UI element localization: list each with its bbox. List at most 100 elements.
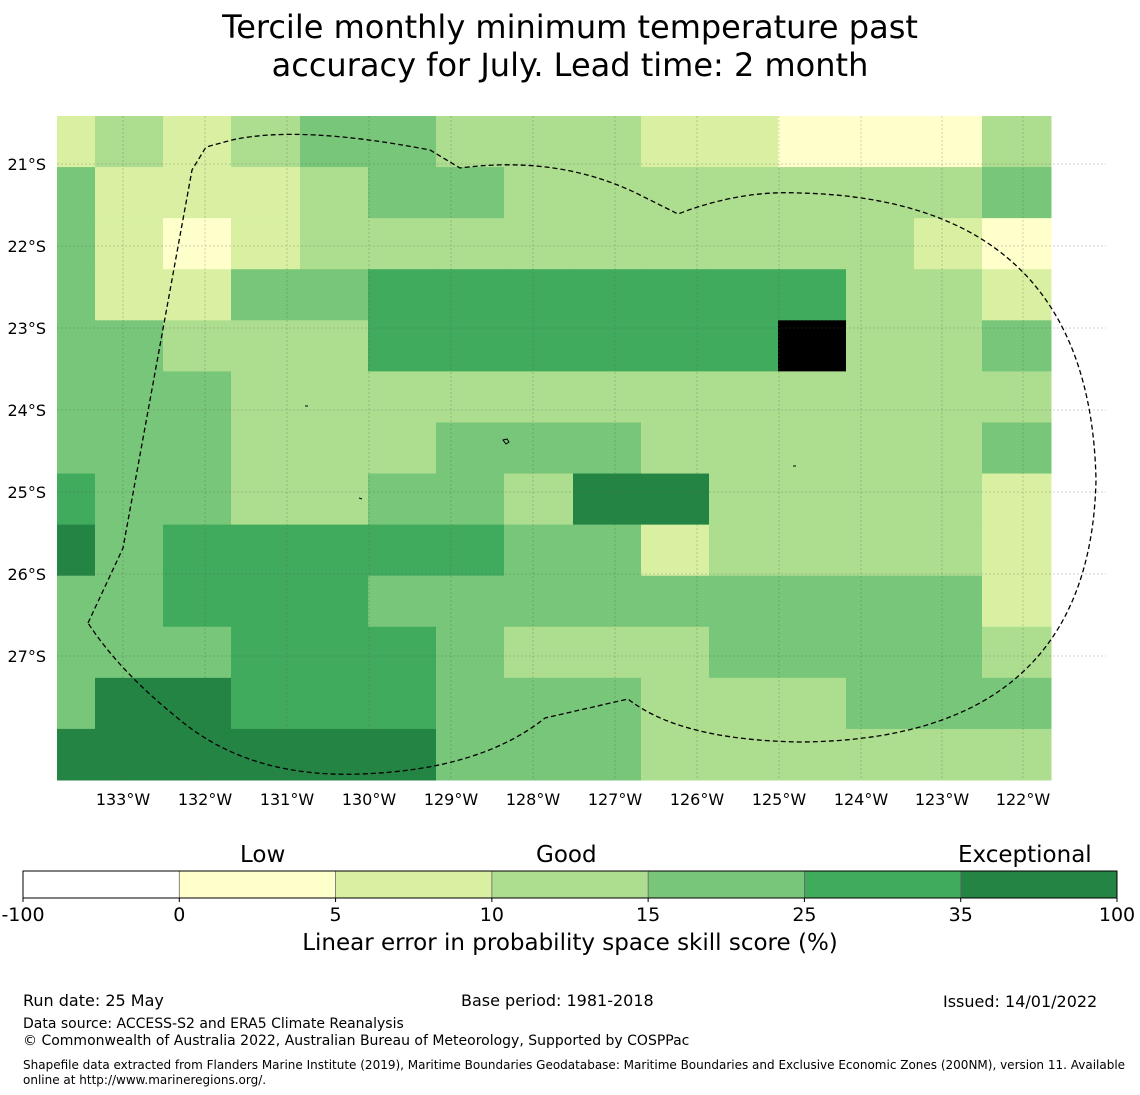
chart-title-line1: Tercile monthly minimum temperature past bbox=[222, 8, 918, 46]
grid-cell bbox=[504, 371, 574, 423]
grid-cell bbox=[436, 422, 505, 475]
grid-cell bbox=[436, 575, 505, 628]
grid-cell bbox=[641, 422, 710, 475]
colorbar-category-low: Low bbox=[240, 842, 286, 868]
longitude-label: 124°W bbox=[834, 790, 889, 809]
grid-cell bbox=[231, 575, 301, 628]
grid-cell bbox=[778, 218, 847, 270]
grid-cell bbox=[231, 116, 301, 168]
grid-cell bbox=[504, 473, 574, 526]
grid-cell bbox=[57, 422, 96, 475]
grid-cell bbox=[982, 320, 1052, 372]
longitude-label: 129°W bbox=[424, 790, 479, 809]
colorbar-tick-label: 35 bbox=[949, 904, 973, 926]
grid-cell bbox=[95, 524, 164, 577]
grid-cell bbox=[95, 371, 164, 423]
grid-cell bbox=[573, 218, 642, 270]
latitude-label: 21°S bbox=[7, 155, 46, 174]
colorbar-tick-label: 100 bbox=[1099, 904, 1135, 926]
grid-cell bbox=[641, 626, 710, 679]
colorbar: -100 0 5 10 15 25 35 100 bbox=[1, 870, 1135, 926]
grid-cell bbox=[778, 167, 847, 219]
longitude-label: 131°W bbox=[260, 790, 315, 809]
island-mark-3 bbox=[358, 497, 363, 500]
grid-cell bbox=[163, 371, 232, 423]
grid-cell bbox=[982, 422, 1052, 475]
grid-cell bbox=[231, 320, 301, 372]
grid-cell bbox=[573, 728, 642, 781]
grid-cell bbox=[163, 626, 232, 679]
grid-cell bbox=[709, 524, 779, 577]
colorbar-segment bbox=[179, 871, 336, 898]
grid-cell bbox=[163, 269, 232, 321]
grid-cell bbox=[231, 422, 301, 475]
longitude-label: 127°W bbox=[588, 790, 643, 809]
colorbar-tick-label: 25 bbox=[792, 904, 816, 926]
grid-cell bbox=[982, 728, 1052, 781]
grid-cell bbox=[914, 269, 983, 321]
colorbar-tick-label: 15 bbox=[636, 904, 660, 926]
grid-cell bbox=[573, 167, 642, 219]
grid-cell bbox=[163, 575, 232, 628]
grid-cell bbox=[368, 320, 437, 372]
grid-cell bbox=[95, 116, 164, 168]
skill-grid bbox=[57, 116, 1052, 781]
grid-cell bbox=[57, 218, 96, 270]
grid-cell bbox=[846, 167, 915, 219]
latitude-label: 23°S bbox=[7, 319, 46, 338]
grid-cell bbox=[982, 371, 1052, 423]
longitude-label: 133°W bbox=[96, 790, 151, 809]
grid-cell bbox=[163, 116, 232, 168]
grid-cell bbox=[300, 116, 369, 168]
grid-cell bbox=[368, 626, 437, 679]
colorbar-outline bbox=[22, 870, 1118, 899]
grid-cell bbox=[914, 524, 983, 577]
grid-cell bbox=[914, 167, 983, 219]
grid-cell bbox=[709, 320, 779, 372]
grid-cell bbox=[573, 269, 642, 321]
grid-cell bbox=[95, 269, 164, 321]
grid-cell bbox=[573, 575, 642, 628]
grid-cell bbox=[778, 320, 847, 372]
latitude-label: 24°S bbox=[7, 401, 46, 420]
grid-cell bbox=[982, 524, 1052, 577]
grid-cell bbox=[57, 116, 96, 168]
grid-cell bbox=[57, 677, 96, 730]
grid-cell bbox=[300, 422, 369, 475]
grid-cell bbox=[163, 677, 232, 730]
grid-cell bbox=[300, 575, 369, 628]
colorbar-segment bbox=[23, 871, 180, 898]
grid-cell bbox=[709, 473, 779, 526]
grid-cell bbox=[778, 422, 847, 475]
grid-cell bbox=[368, 524, 437, 577]
colorbar-segment bbox=[491, 871, 649, 898]
grid-cell bbox=[641, 677, 710, 730]
grid-cell bbox=[436, 116, 505, 168]
grid-cell bbox=[231, 269, 301, 321]
grid-cell bbox=[914, 116, 983, 168]
grid-cell bbox=[778, 116, 847, 168]
grid-cell bbox=[231, 371, 301, 423]
grid-cell bbox=[300, 626, 369, 679]
grid-cell bbox=[641, 371, 710, 423]
grid-cell bbox=[57, 575, 96, 628]
grid-cell bbox=[95, 677, 164, 730]
grid-cell bbox=[436, 320, 505, 372]
issued-date: Issued: 14/01/2022 bbox=[943, 992, 1098, 1011]
grid-cell bbox=[709, 371, 779, 423]
grid-cell bbox=[778, 269, 847, 321]
grid-cell bbox=[436, 167, 505, 219]
grid-cell bbox=[846, 320, 915, 372]
grid-cell bbox=[641, 167, 710, 219]
grid-cell bbox=[95, 728, 164, 781]
run-date: Run date: 25 May bbox=[23, 991, 164, 1010]
latitude-label: 26°S bbox=[7, 565, 46, 584]
grid-cell bbox=[300, 473, 369, 526]
grid-cell bbox=[504, 626, 574, 679]
grid-cell bbox=[504, 728, 574, 781]
latitude-label: 22°S bbox=[7, 237, 46, 256]
longitude-labels: 133°W 132°W 131°W 130°W 129°W 128°W 127°W 126°W… bbox=[96, 790, 1051, 809]
grid-cell bbox=[231, 218, 301, 270]
grid-cell bbox=[95, 320, 164, 372]
grid-cell bbox=[504, 116, 574, 168]
